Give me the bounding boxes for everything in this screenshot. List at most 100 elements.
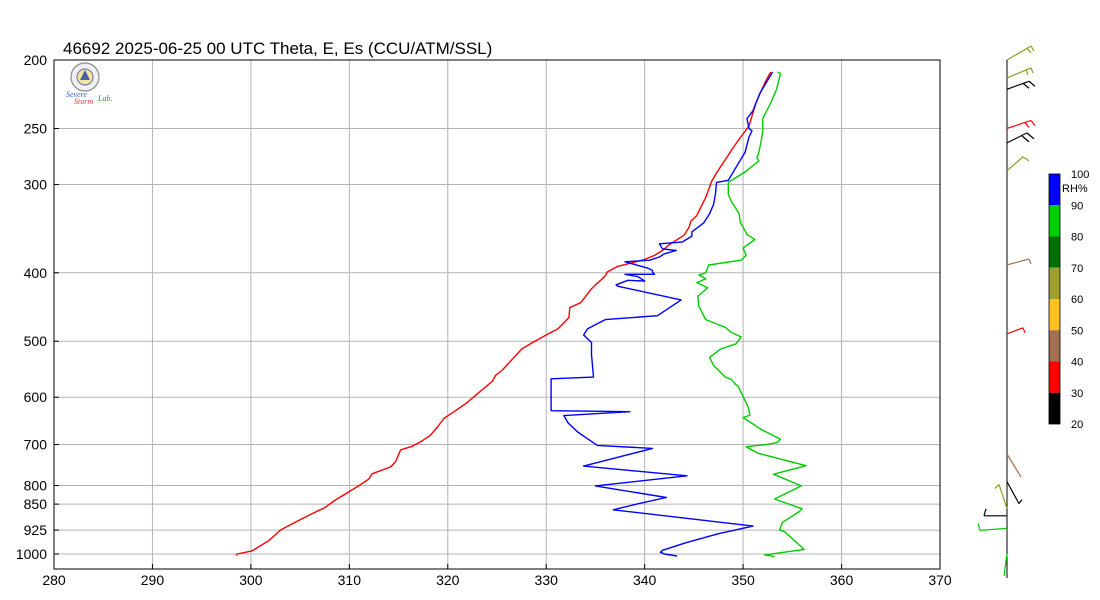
wind-barb-stroke bbox=[1030, 120, 1036, 126]
wind-barb bbox=[1006, 45, 1035, 61]
x-tick-label: 340 bbox=[633, 572, 657, 588]
y-tick-label: 700 bbox=[24, 437, 48, 453]
wind-barb bbox=[1006, 156, 1030, 172]
x-tick-label: 280 bbox=[42, 572, 66, 588]
wind-barb-stroke bbox=[1028, 80, 1036, 87]
colorbar-segment bbox=[1049, 174, 1060, 206]
y-tick-label: 500 bbox=[24, 333, 48, 349]
wind-barb-stroke bbox=[994, 483, 1000, 489]
wind-barb-stroke bbox=[1006, 156, 1024, 172]
wind-barb-stroke bbox=[1030, 45, 1035, 52]
wind-barbs bbox=[977, 45, 1036, 577]
lab-logo: Severe Storm Lab. bbox=[66, 62, 112, 106]
y-tick-label: 850 bbox=[24, 496, 48, 512]
wind-barb-stroke bbox=[1006, 327, 1024, 335]
wind-barb-stroke bbox=[998, 484, 1008, 509]
wind-barb bbox=[1006, 80, 1036, 90]
x-tick-label: 360 bbox=[830, 572, 854, 588]
wind-barb bbox=[994, 483, 1008, 509]
y-tick-label: 300 bbox=[24, 176, 48, 192]
wind-barb bbox=[977, 523, 1008, 532]
rh-colorbar: RH% 100 90 80 70 60 50 40 30 20 bbox=[1048, 169, 1089, 431]
wind-barb-stroke bbox=[1030, 67, 1034, 74]
colorbar-tick-label: 20 bbox=[1071, 419, 1083, 431]
x-tick-label: 310 bbox=[338, 572, 362, 588]
wind-barb bbox=[1006, 481, 1023, 505]
x-tick-label: 370 bbox=[928, 572, 952, 588]
wind-barb-stroke bbox=[1018, 499, 1023, 505]
wind-barb bbox=[1006, 67, 1034, 79]
colorbar-tick-label: 40 bbox=[1071, 357, 1083, 369]
x-tick-label: 350 bbox=[731, 572, 755, 588]
y-tick-label: 1000 bbox=[16, 546, 47, 562]
y-tick-label: 600 bbox=[24, 389, 48, 405]
chart-title: 46692 2025-06-25 00 UTC Theta, E, Es (CC… bbox=[63, 39, 492, 58]
wind-barb bbox=[1006, 453, 1022, 478]
wind-barb-stroke bbox=[1006, 119, 1032, 130]
logo-text-severe: Severe bbox=[66, 90, 87, 99]
wind-barb-stroke bbox=[977, 523, 981, 531]
colorbar-tick-label: 90 bbox=[1071, 200, 1083, 212]
wind-barb bbox=[1006, 258, 1032, 266]
wind-barb-stroke bbox=[1022, 327, 1026, 334]
wind-barb-stroke bbox=[979, 527, 1008, 532]
wind-barb-stroke bbox=[1024, 122, 1030, 128]
colorbar-segment bbox=[1049, 361, 1060, 393]
series-line-3 bbox=[696, 71, 807, 558]
colorbar-tick-label: 60 bbox=[1071, 294, 1083, 306]
y-axis-ticks: 200 250 300 400 500 600 700 800 850 925 1000 bbox=[16, 52, 59, 562]
wind-barb bbox=[983, 508, 1007, 517]
colorbar-segment bbox=[1049, 330, 1060, 362]
y-tick-label: 925 bbox=[24, 522, 48, 538]
y-tick-label: 400 bbox=[24, 265, 48, 281]
series-lines bbox=[235, 71, 807, 558]
logo-text-storm: Storm bbox=[74, 97, 93, 106]
wind-barb-stroke bbox=[1021, 135, 1030, 143]
wind-barb-stroke bbox=[1006, 453, 1022, 478]
wind-barb-stroke bbox=[1022, 82, 1030, 89]
wind-barb bbox=[1006, 132, 1035, 144]
wind-barb-stroke bbox=[1028, 258, 1032, 265]
wind-barb-stroke bbox=[1026, 132, 1035, 140]
series-line-1 bbox=[235, 71, 772, 556]
wind-barb bbox=[1006, 119, 1036, 130]
colorbar-tick-label: 50 bbox=[1071, 325, 1083, 337]
colorbar-segment bbox=[1049, 392, 1060, 424]
grid-lines bbox=[54, 60, 940, 569]
x-tick-label: 320 bbox=[436, 572, 460, 588]
x-tick-label: 290 bbox=[141, 572, 165, 588]
colorbar-segment bbox=[1049, 236, 1060, 268]
wind-barb-stroke bbox=[1006, 80, 1030, 90]
colorbar-title: RH% bbox=[1062, 183, 1088, 195]
colorbar-segment bbox=[1049, 205, 1060, 237]
x-tick-label: 330 bbox=[535, 572, 559, 588]
colorbar-tick-label: 80 bbox=[1071, 232, 1083, 244]
wind-barb-stroke bbox=[1006, 67, 1032, 79]
logo-text-lab: Lab. bbox=[97, 94, 112, 103]
wind-barb bbox=[1006, 327, 1026, 335]
wind-barb bbox=[1003, 553, 1008, 577]
x-axis-ticks: 280 290 300 310 320 330 340 350 360 370 bbox=[42, 564, 952, 588]
wind-barb-stroke bbox=[1025, 69, 1029, 76]
colorbar-tick-label: 70 bbox=[1071, 263, 1083, 275]
y-tick-label: 800 bbox=[24, 478, 48, 494]
colorbar-tick-label: 100 bbox=[1071, 169, 1089, 181]
wind-barb-stroke bbox=[1006, 258, 1030, 266]
wind-barb-stroke bbox=[983, 508, 987, 516]
wind-barb-stroke bbox=[1026, 47, 1032, 54]
colorbar-frame bbox=[1048, 173, 1061, 425]
x-tick-label: 300 bbox=[239, 572, 263, 588]
colorbar-segment bbox=[1049, 299, 1060, 331]
wind-barb-stroke bbox=[1003, 553, 1008, 577]
wind-barb-stroke bbox=[1022, 156, 1030, 162]
y-tick-label: 250 bbox=[24, 120, 48, 136]
colorbar-tick-label: 30 bbox=[1071, 388, 1083, 400]
wind-barb-stroke bbox=[1006, 481, 1020, 504]
logo-seal-emblem bbox=[80, 70, 90, 80]
wind-barb-stroke bbox=[1006, 132, 1028, 144]
y-tick-label: 200 bbox=[24, 52, 48, 68]
series-line-2 bbox=[550, 71, 774, 557]
colorbar-segment bbox=[1049, 267, 1060, 299]
plot-frame bbox=[53, 59, 941, 570]
